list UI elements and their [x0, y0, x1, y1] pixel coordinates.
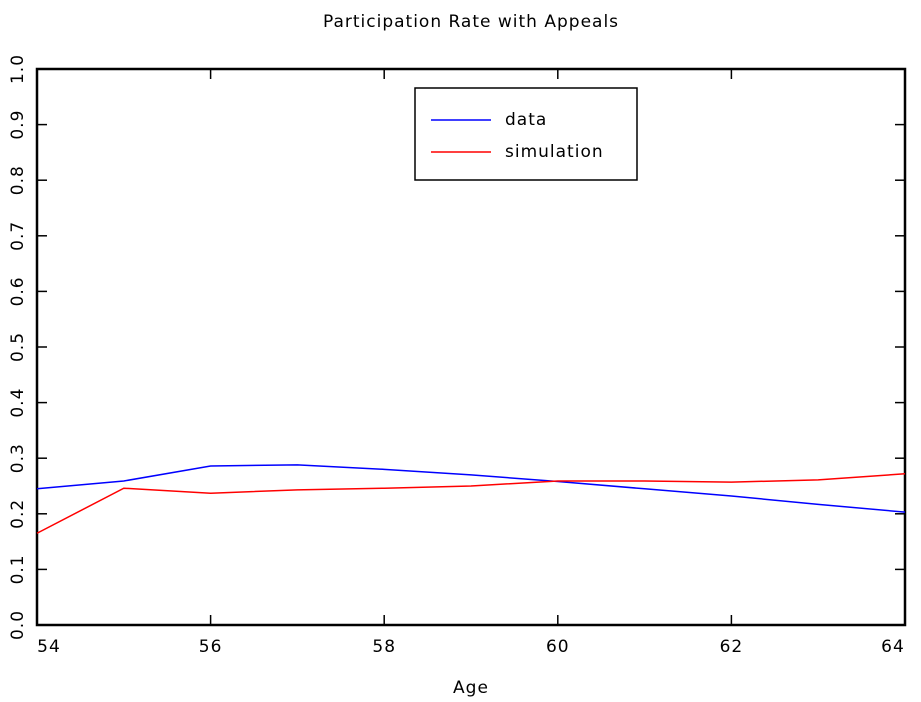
y-tick-label: 0.8: [8, 165, 28, 195]
x-tick-label: 62: [720, 637, 744, 657]
y-tick-label: 0.5: [8, 332, 28, 362]
x-tick-label: 64: [881, 637, 905, 657]
x-tick-label: 58: [372, 637, 396, 657]
y-tick-label: 0.7: [8, 221, 28, 251]
legend-label: data: [505, 110, 547, 130]
y-tick-label: 0.9: [8, 110, 28, 140]
y-tick-label: 0.2: [8, 499, 28, 529]
data-line: [36, 464, 906, 513]
x-tick-label: 60: [546, 637, 570, 657]
y-tick-label: 0.3: [8, 443, 28, 473]
y-tick-label: 0.0: [8, 610, 28, 640]
x-tick-label: 56: [199, 637, 223, 657]
y-tick-label: 0.6: [8, 276, 28, 306]
legend-box: [414, 87, 638, 181]
data-line: [36, 473, 906, 534]
y-tick-label: 0.4: [8, 388, 28, 418]
x-tick-label: 54: [37, 637, 61, 657]
y-tick-label: 1.0: [8, 54, 28, 84]
x-axis-label: Age: [453, 678, 489, 698]
legend-label: simulation: [505, 142, 604, 162]
chart-title: Participation Rate with Appeals: [323, 12, 619, 32]
y-tick-label: 0.1: [8, 554, 28, 584]
